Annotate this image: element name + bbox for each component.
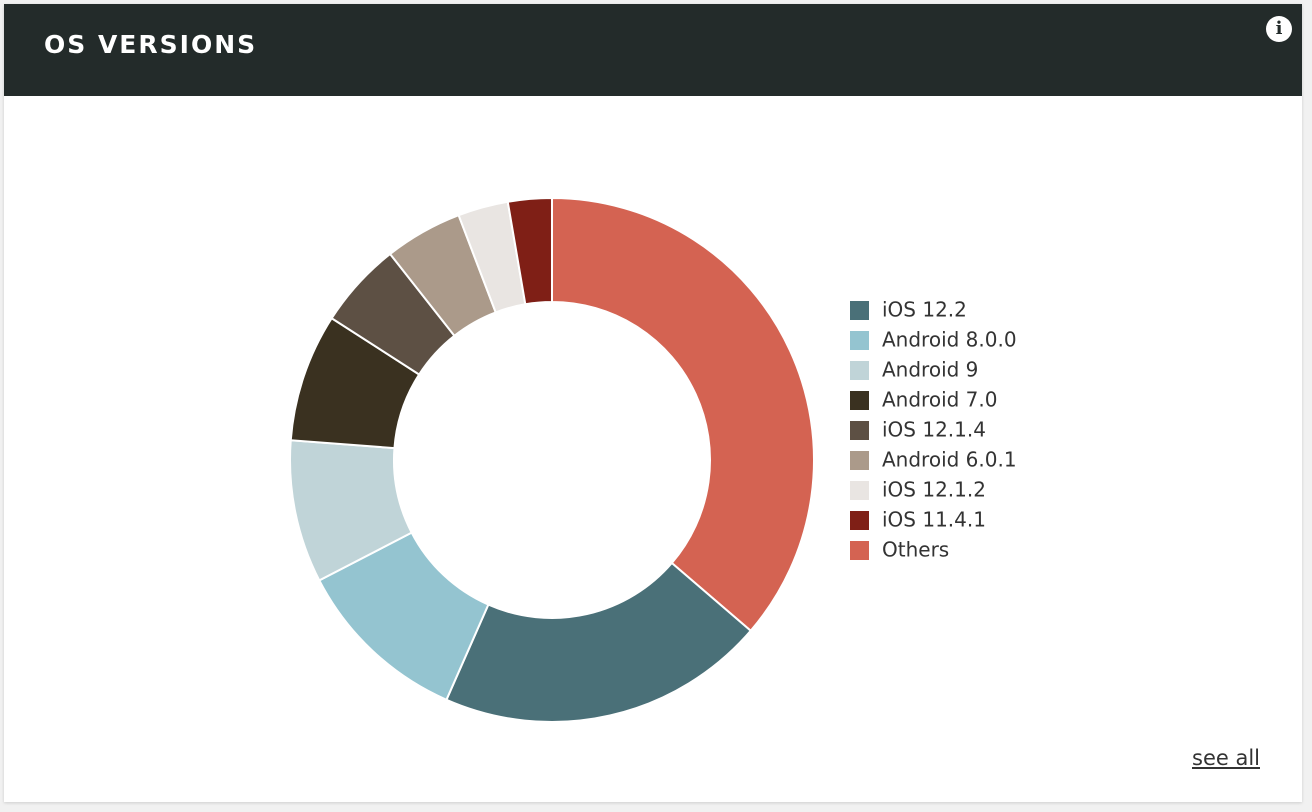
legend-label: Others	[882, 538, 949, 562]
donut-slice	[551, 196, 815, 633]
legend-swatch	[850, 511, 869, 530]
info-icon[interactable]: i	[1266, 16, 1292, 42]
legend-swatch	[850, 301, 869, 320]
legend-label: iOS 11.4.1	[882, 508, 986, 532]
legend-label: Android 8.0.0	[882, 328, 1017, 352]
legend-swatch	[850, 331, 869, 350]
legend-swatch	[850, 361, 869, 380]
legend-label: iOS 12.1.4	[882, 418, 986, 442]
legend-swatch	[850, 391, 869, 410]
see-all-link[interactable]: see all	[1192, 746, 1260, 770]
chart: iOS 12.2 Android 8.0.0 Android 9 Android 7.…	[289, 196, 1017, 723]
donut-slice	[506, 196, 553, 306]
legend-label: iOS 12.1.2	[882, 478, 986, 502]
legend-label: Android 9	[882, 358, 978, 382]
legend-label: iOS 12.2	[882, 298, 967, 322]
card-title: OS VERSIONS	[44, 30, 258, 59]
legend-swatch	[850, 481, 869, 500]
card: iOS 12.2 Android 8.0.0 Android 9 Android 7.…	[4, 4, 1302, 802]
donut-slice	[445, 561, 753, 723]
legend-label: Android 7.0	[882, 388, 998, 412]
legend-swatch	[850, 421, 869, 440]
card-header: OS VERSIONS i	[4, 4, 1302, 96]
legend-swatch	[850, 451, 869, 470]
legend-label: Android 6.0.1	[882, 448, 1017, 472]
legend-swatch	[850, 541, 869, 560]
